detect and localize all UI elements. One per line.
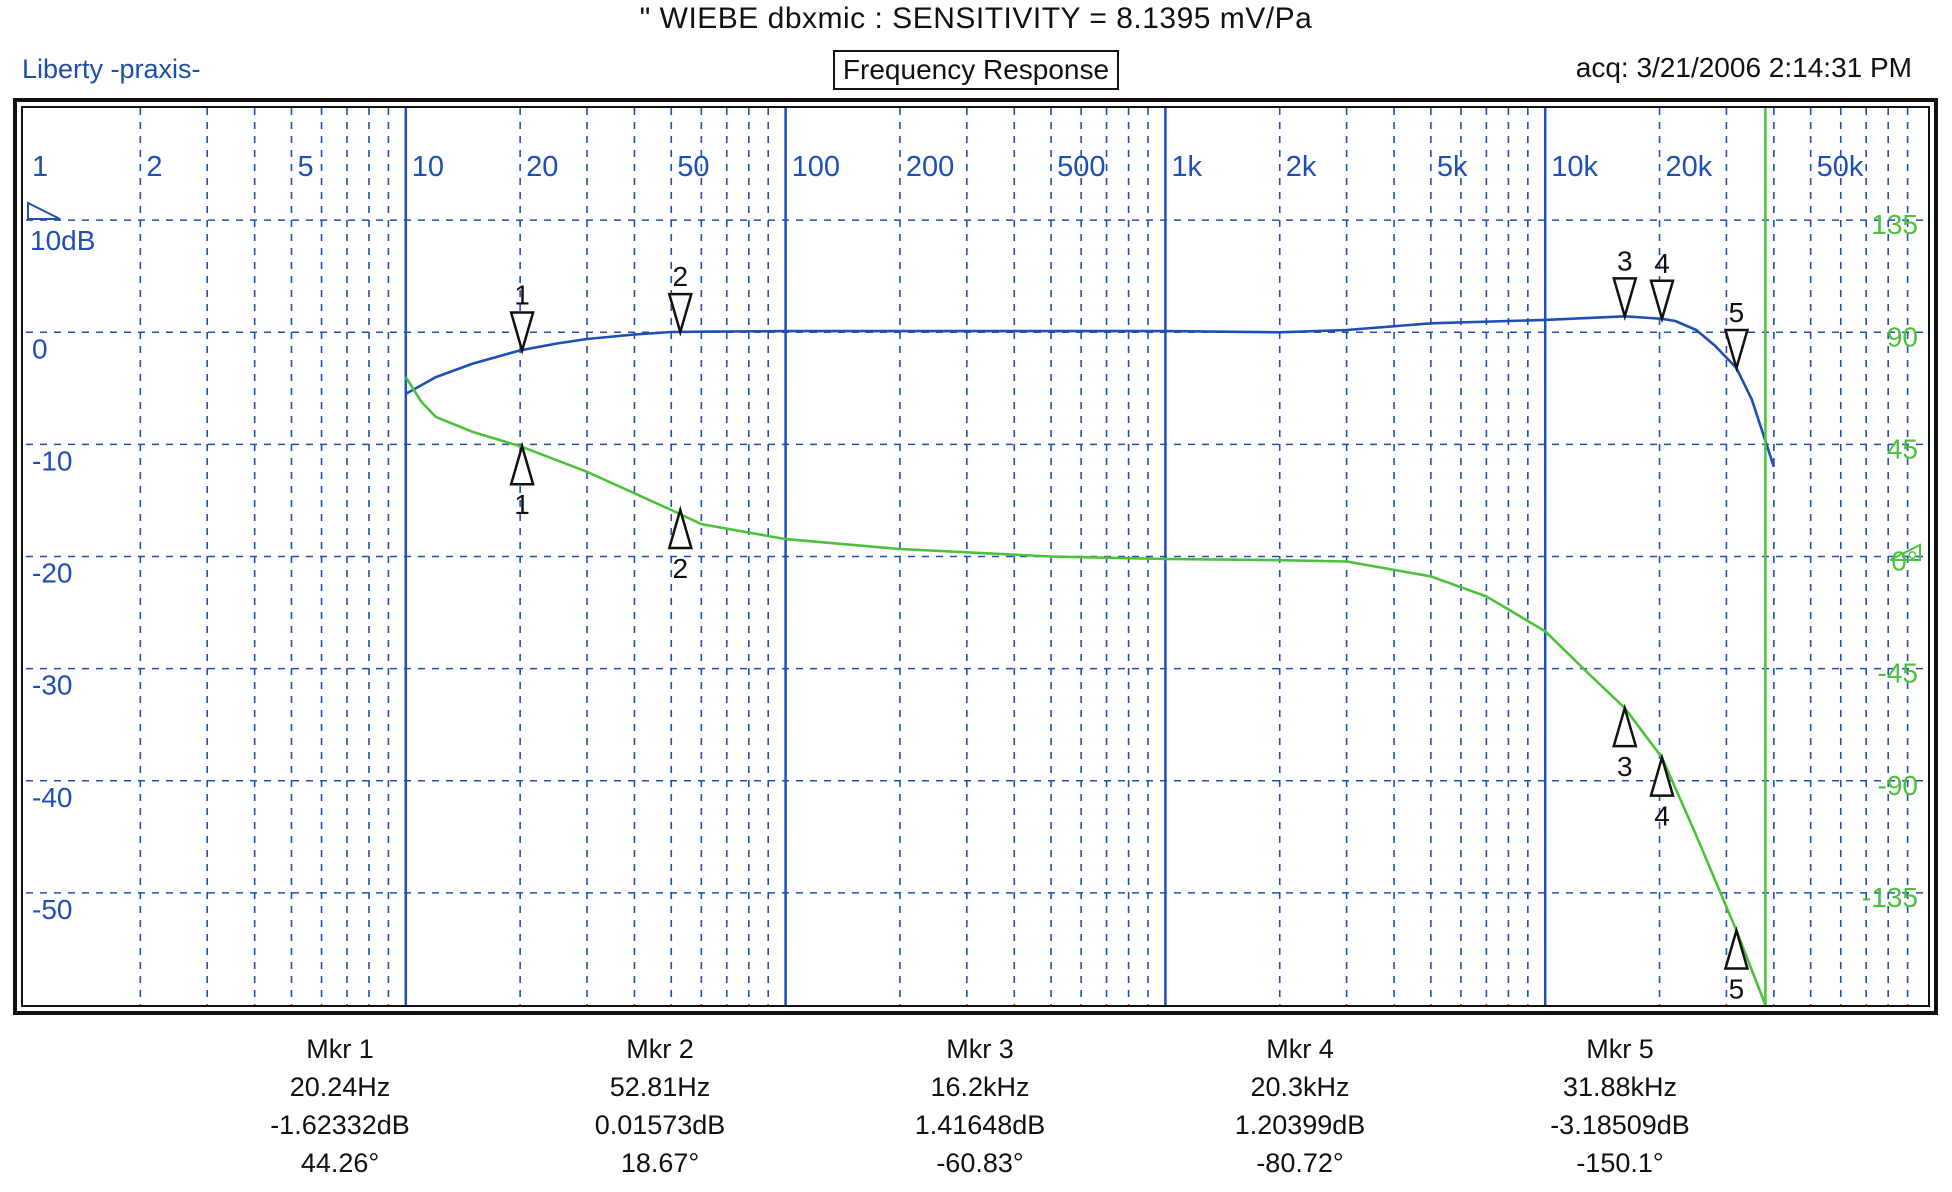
x-tick-label: 2k bbox=[1286, 151, 1317, 183]
plot-frame-outer bbox=[13, 98, 1938, 1015]
marker-readout-name: Mkr 3 bbox=[946, 1034, 1014, 1064]
plot-title: Frequency Response bbox=[832, 50, 1120, 90]
brand-label: Liberty -praxis- bbox=[22, 54, 201, 84]
marker-readout-freq: 16.2kHz bbox=[930, 1072, 1030, 1102]
marker-readout: Mkr 2 52.81Hz 0.01573dB 18.67° bbox=[540, 1030, 780, 1182]
x-tick-label: 5 bbox=[297, 151, 313, 183]
marker-label-bottom: 1 bbox=[514, 489, 530, 520]
x-tick-label: 200 bbox=[906, 151, 954, 183]
marker-readout-freq: 52.81Hz bbox=[609, 1072, 711, 1102]
plot-frame-inner bbox=[21, 106, 1930, 1007]
marker-readout-phase: 18.67° bbox=[620, 1148, 700, 1178]
x-tick-label: 50 bbox=[677, 151, 709, 183]
marker-readout-level: 1.20399dB bbox=[1234, 1110, 1366, 1140]
marker-triangle-up bbox=[667, 505, 693, 550]
x-tick-label: 20 bbox=[526, 151, 558, 183]
marker-label-bottom: 2 bbox=[672, 553, 688, 584]
marker-readout-name: Mkr 5 bbox=[1586, 1034, 1654, 1064]
marker-label-bottom: 4 bbox=[1654, 801, 1670, 832]
x-tick-label: 1k bbox=[1171, 151, 1202, 183]
right-tick-label: 90 bbox=[1887, 321, 1918, 352]
x-tick-label: 100 bbox=[792, 151, 840, 183]
marker-table: Mkr 1 20.24Hz -1.62332dB 44.26° Mkr 2 52.81Hz… bbox=[0, 1030, 1952, 1190]
marker-readout: Mkr 1 20.24Hz -1.62332dB 44.26° bbox=[220, 1030, 460, 1182]
x-tick-label: 10k bbox=[1551, 151, 1598, 183]
right-scale-icon bbox=[1889, 543, 1921, 561]
left-scale-icon bbox=[27, 201, 61, 220]
marker-label-bottom: 5 bbox=[1729, 973, 1745, 1004]
marker-readout-name: Mkr 2 bbox=[626, 1034, 694, 1064]
plot-title-box: Frequency Response bbox=[0, 50, 1952, 90]
acq-timestamp: acq: 3/21/2006 2:14:31 PM bbox=[1575, 52, 1912, 83]
phase-line bbox=[404, 376, 1767, 1006]
right-tick-label: -45 bbox=[1878, 658, 1918, 689]
marker-label-bottom: 3 bbox=[1617, 751, 1633, 782]
marker-label-top: 3 bbox=[1617, 245, 1633, 276]
x-tick-label: 50k bbox=[1817, 151, 1864, 183]
marker-triangle-down bbox=[509, 311, 535, 355]
marker-label-top: 2 bbox=[672, 261, 688, 292]
marker-readout-level: -3.18509dB bbox=[1550, 1110, 1690, 1140]
frequency-response-chart: 1 2 5 10 20 50 100 200 500 1k 2k 5k 10k 20k 50k 0 -10 -2… bbox=[13, 98, 1938, 1015]
left-tick-label: -50 bbox=[32, 894, 72, 925]
right-tick-label: 45 bbox=[1887, 433, 1918, 464]
marker-readout-level: -1.62332dB bbox=[270, 1110, 410, 1140]
marker-readout: Mkr 3 16.2kHz 1.41648dB -60.83° bbox=[860, 1030, 1100, 1182]
marker-readout-phase: -60.83° bbox=[936, 1148, 1024, 1178]
marker-label-top: 1 bbox=[514, 279, 530, 310]
marker-readout-freq: 31.88kHz bbox=[1562, 1072, 1678, 1102]
marker-triangle-up bbox=[1612, 703, 1638, 748]
marker-triangle-down bbox=[1612, 277, 1638, 321]
marker-readout-name: Mkr 1 bbox=[306, 1034, 374, 1064]
marker-readout: Mkr 4 20.3kHz 1.20399dB -80.72° bbox=[1180, 1030, 1420, 1182]
x-tick-label: 20k bbox=[1666, 151, 1713, 183]
marker-triangle-up bbox=[509, 441, 535, 486]
marker-readout-phase: -150.1° bbox=[1576, 1148, 1664, 1178]
left-scale-label: 10dB bbox=[30, 225, 95, 256]
x-tick-label: 2 bbox=[146, 151, 162, 183]
left-tick-label: -40 bbox=[32, 782, 72, 813]
x-tick-label: 500 bbox=[1057, 151, 1105, 183]
right-tick-label: 135 bbox=[1871, 209, 1918, 240]
marker-label-top: 5 bbox=[1729, 297, 1745, 328]
marker-triangle-down bbox=[667, 292, 693, 337]
top-title: " WIEBE dbxmic : SENSITIVITY = 8.1395 mV… bbox=[639, 2, 1313, 35]
marker-readout-freq: 20.3kHz bbox=[1250, 1072, 1350, 1102]
marker-triangle-down bbox=[1649, 279, 1675, 324]
marker-triangle-down bbox=[1723, 328, 1750, 373]
x-tick-label: 1 bbox=[32, 151, 48, 183]
x-tick-label: 5k bbox=[1437, 151, 1468, 183]
marker-label-top: 4 bbox=[1654, 248, 1670, 279]
marker-readout-level: 1.41648dB bbox=[914, 1110, 1046, 1140]
marker-readout-phase: 44.26° bbox=[300, 1148, 380, 1178]
left-tick-label: 0 bbox=[32, 333, 48, 364]
marker-triangle-up bbox=[1723, 926, 1750, 970]
right-tick-label: -90 bbox=[1878, 770, 1918, 801]
left-tick-label: -30 bbox=[32, 670, 72, 701]
marker-readout-phase: -80.72° bbox=[1256, 1148, 1344, 1178]
marker-readout-level: 0.01573dB bbox=[594, 1110, 726, 1140]
x-tick-label: 10 bbox=[412, 151, 444, 183]
left-tick-label: -10 bbox=[32, 445, 72, 476]
left-tick-label: -20 bbox=[32, 558, 72, 589]
magnitude-line bbox=[405, 314, 1776, 468]
marker-readout-name: Mkr 4 bbox=[1266, 1034, 1334, 1064]
marker-readout: Mkr 5 31.88kHz -3.18509dB -150.1° bbox=[1500, 1030, 1740, 1182]
right-tick-label: -135 bbox=[1862, 882, 1918, 913]
marker-readout-freq: 20.24Hz bbox=[289, 1072, 391, 1102]
marker-triangle-up bbox=[1649, 753, 1675, 797]
